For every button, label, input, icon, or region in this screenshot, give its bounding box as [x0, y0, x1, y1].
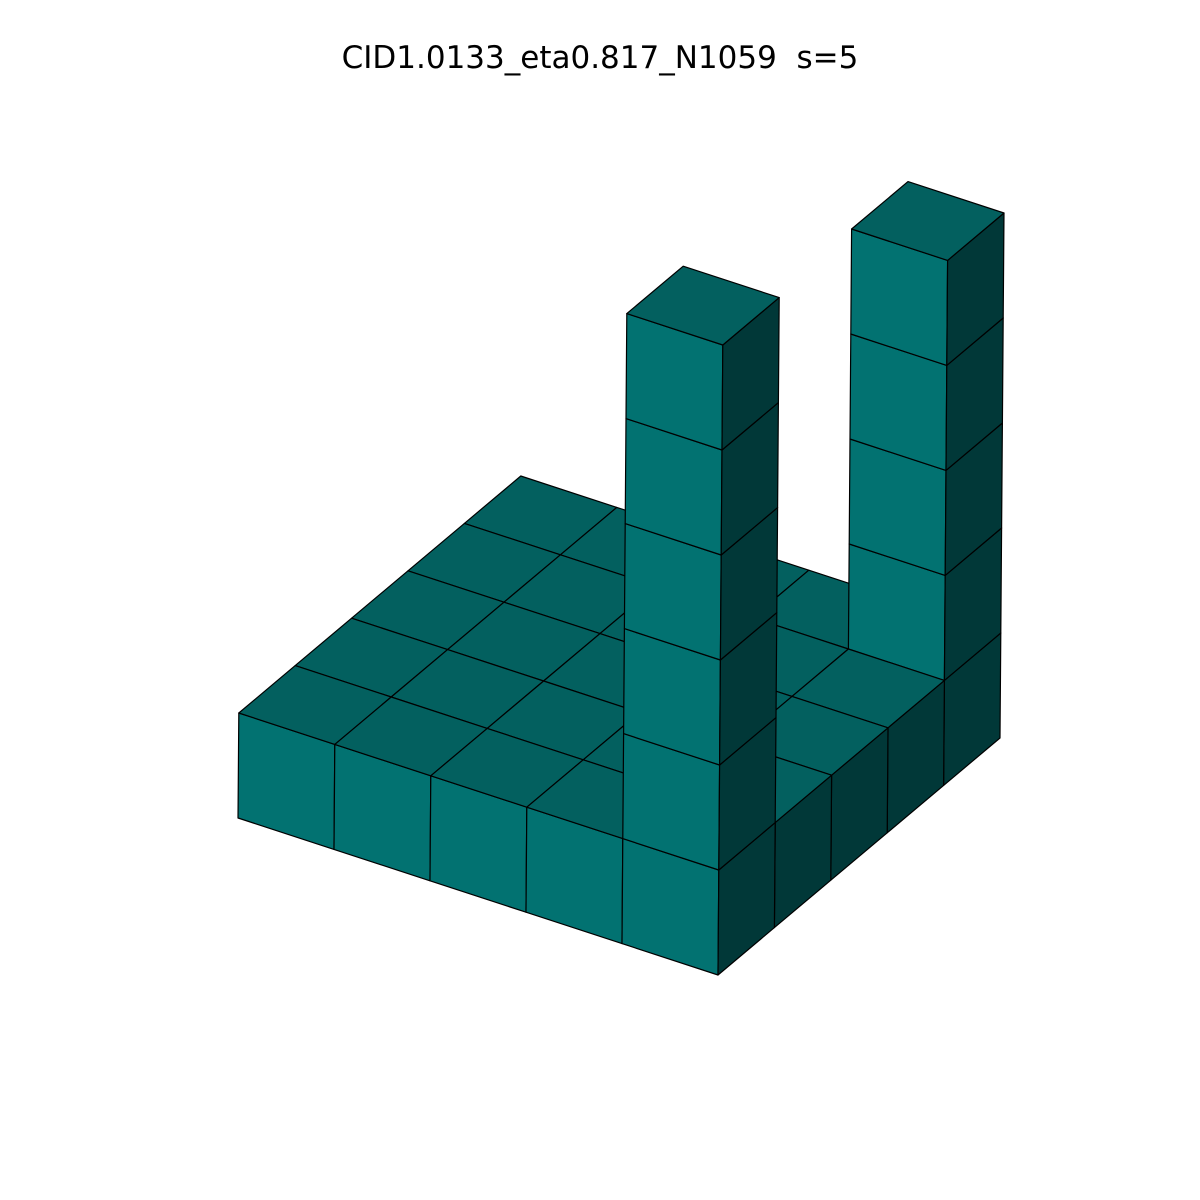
voxel-top-face [626, 265, 780, 346]
voxel-top-face [850, 181, 1005, 261]
figure-title: CID1.0133_eta0.817_N1059 s=5 [341, 40, 859, 76]
